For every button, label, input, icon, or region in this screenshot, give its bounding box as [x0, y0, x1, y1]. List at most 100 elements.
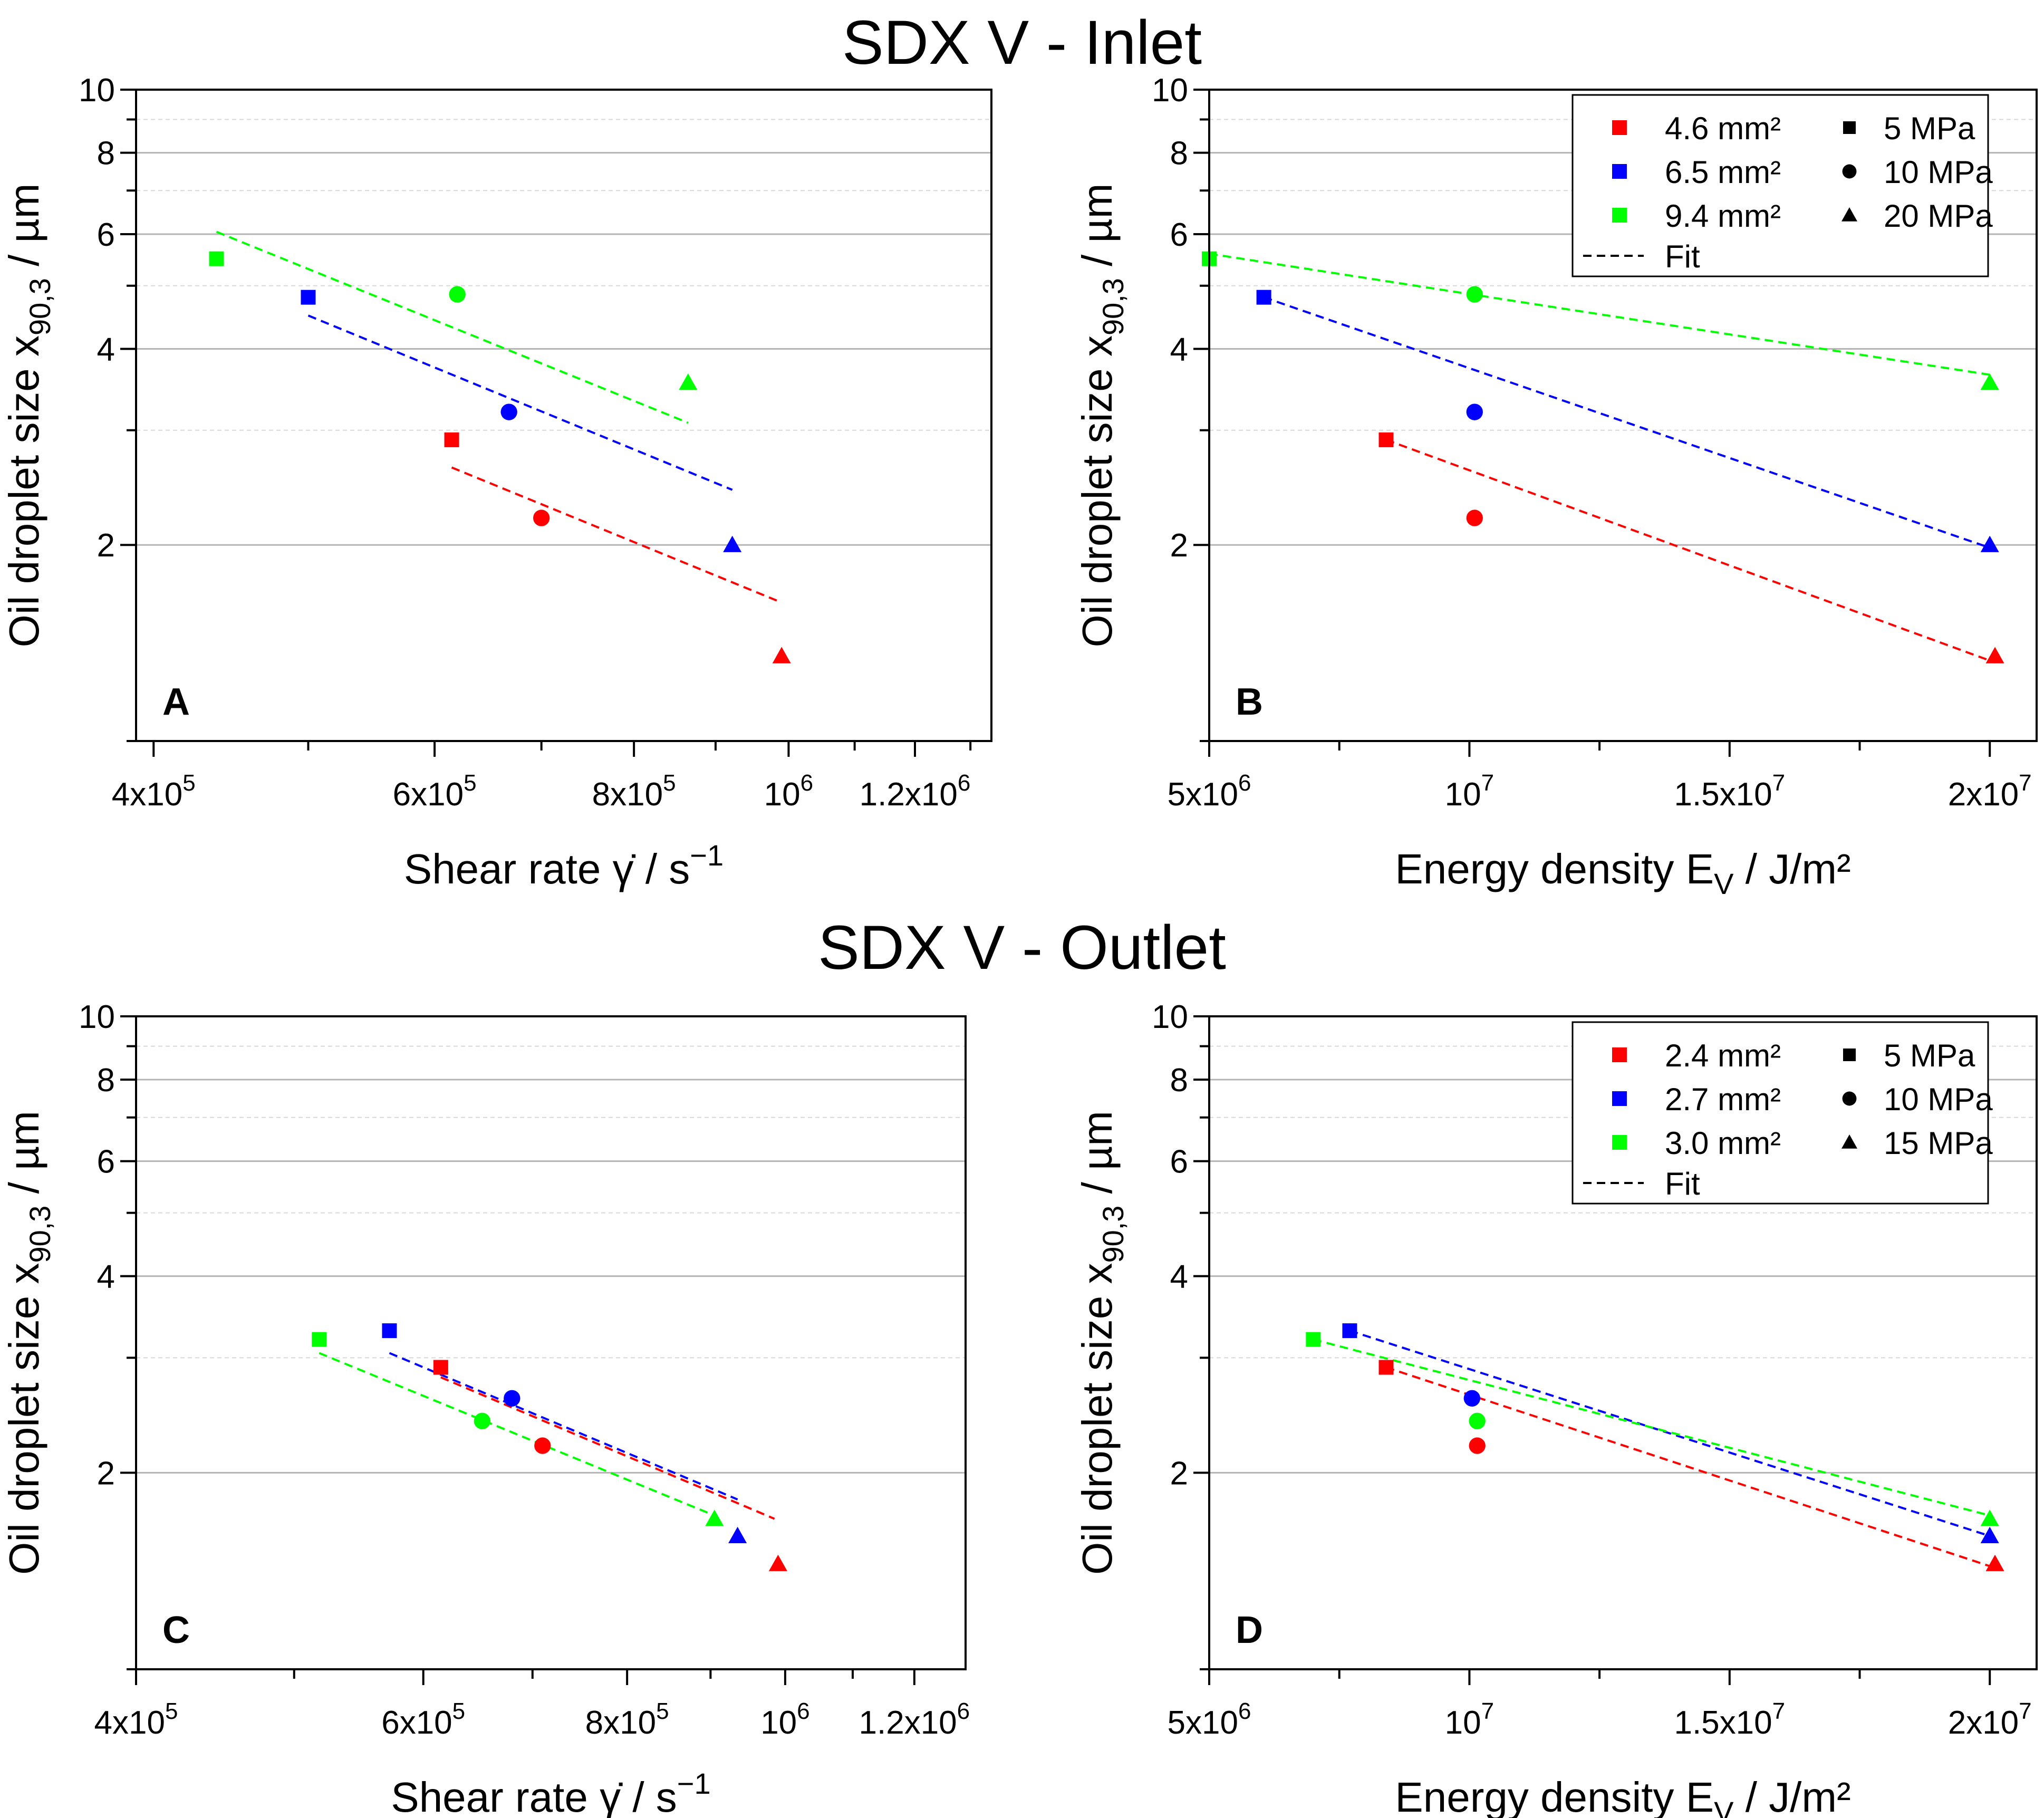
legend-swatch-red: [1612, 1047, 1627, 1062]
legend: 4.6 mm² 6.5 mm² 9.4 mm² 5 MPa 10 MPa 20 MPa Fi…: [1571, 94, 1993, 277]
plot-frame: [135, 1015, 967, 1670]
data-point-red-triangle: [768, 1554, 787, 1571]
legend-marker-triangle: [1841, 207, 1857, 222]
x-tick-label: 1.2x106: [860, 770, 971, 813]
data-point-blue-triangle: [728, 1526, 747, 1543]
legend-swatch-blue: [1612, 1091, 1627, 1106]
y-tick-label: 8: [97, 1062, 115, 1099]
y-tick-label: 2: [97, 527, 115, 564]
x-axis-label: Energy density EV / J/m²: [1395, 845, 1850, 900]
plot-frame: [1208, 89, 2038, 742]
x-tick-label: 1.2x106: [859, 1698, 970, 1741]
legend-swatch-green: [1612, 1135, 1627, 1150]
x-tick-label: 2x107: [1948, 770, 2032, 813]
y-tick-label: 10: [79, 999, 115, 1035]
data-point-blue-triangle: [1980, 535, 1999, 552]
legend-fit-label: Fit: [1665, 1166, 1700, 1201]
legend-area-label: 2.7 mm²: [1665, 1082, 1781, 1117]
data-point-red-triangle: [1985, 1554, 2004, 1571]
x-tick-label: 107: [1445, 770, 1494, 813]
y-tick-label: 8: [97, 136, 115, 172]
legend-fit-label: Fit: [1665, 239, 1700, 274]
data-point-red-circle: [533, 509, 550, 526]
y-tick-label: 2: [97, 1455, 115, 1492]
y-tick-label: 6: [97, 1144, 115, 1180]
data-point-red-square: [433, 1360, 448, 1375]
x-tick-label: 8x105: [585, 1698, 669, 1741]
x-axis-label: Energy density EV / J/m²: [1395, 1774, 1850, 1818]
x-tick-label: 2x107: [1948, 1698, 2032, 1741]
fit-line-red: [440, 1376, 775, 1520]
legend-swatch-red: [1612, 120, 1627, 135]
x-tick-label: 6x105: [381, 1698, 465, 1741]
legend-box: [1571, 94, 1989, 277]
legend: 2.4 mm² 2.7 mm² 3.0 mm² 5 MPa 10 MPa 15 MPa Fi…: [1571, 1021, 1993, 1205]
y-tick-label: 10: [1152, 999, 1188, 1035]
chart-b: 2 4 6 8 10 5x106 107 1.5x107 2x107 B Energy densit…: [1074, 72, 2038, 900]
data-point-green-circle: [1469, 1412, 1486, 1429]
y-axis-label: Oil droplet size x90,3 / µm: [1, 184, 56, 648]
legend-pressure-label: 10 MPa: [1884, 155, 1993, 190]
inlet-section-title: SDX V - Inlet: [842, 8, 1202, 78]
y-tick-label: 4: [97, 331, 115, 368]
data-point-green-triangle: [1980, 373, 1999, 390]
data-point-red-square: [444, 432, 459, 447]
data-point-green-circle: [449, 286, 466, 303]
fit-line-blue: [1349, 1330, 1990, 1537]
chart-c: 2 4 6 8 10 4x105 6x105 8x105 106 1.2x106 C Shear ra…: [1, 999, 970, 1818]
panel-label: C: [162, 1609, 190, 1651]
legend-area-label: 2.4 mm²: [1665, 1038, 1781, 1073]
data-point-blue-circle: [500, 403, 517, 420]
data-point-red-square: [1378, 1360, 1394, 1375]
y-tick-label: 4: [1170, 331, 1188, 368]
gridlines: [136, 119, 991, 546]
legend-area-label: 3.0 mm²: [1665, 1126, 1781, 1161]
data-point-blue-square: [1342, 1323, 1357, 1339]
data-point-blue-triangle: [1980, 1526, 1999, 1543]
x-tick-label: 5x106: [1168, 1698, 1251, 1741]
y-tick-label: 2: [1170, 1455, 1188, 1492]
data-point-green-triangle: [705, 1509, 724, 1526]
legend-pressure-label: 10 MPa: [1884, 1082, 1993, 1117]
data-point-green-square: [209, 251, 224, 266]
fit-line-blue: [307, 314, 733, 491]
y-tick-label: 4: [1170, 1259, 1188, 1295]
legend-pressure-label: 5 MPa: [1884, 1038, 1975, 1073]
legend-marker-square: [1843, 1049, 1856, 1061]
fit-line-blue: [1263, 296, 1990, 549]
data-point-red-circle: [1466, 509, 1483, 526]
data-point-green-triangle: [679, 373, 698, 390]
chart-d: 2 4 6 8 10 5x106 107 1.5x107 2x107 D Energy densit…: [1074, 999, 2038, 1818]
fit-line-green: [1313, 1338, 1990, 1517]
x-tick-label: 106: [760, 1698, 809, 1741]
fit-line-red: [1385, 439, 1995, 663]
legend-marker-circle: [1842, 1091, 1857, 1106]
y-tick-label: 6: [97, 217, 115, 253]
data-point-blue-square: [301, 290, 316, 305]
y-tick-label: 2: [1170, 527, 1188, 564]
y-tick-label: 10: [1152, 72, 1188, 109]
x-tick-label: 8x105: [592, 770, 676, 813]
legend-area-label: 9.4 mm²: [1665, 198, 1781, 234]
y-tick-label: 6: [1170, 1144, 1188, 1180]
fit-line-red: [451, 466, 779, 602]
plot-frame: [1208, 1015, 2038, 1670]
data-point-red-circle: [1469, 1437, 1486, 1454]
data-point-red-square: [1378, 432, 1394, 447]
x-tick-label: 6x105: [393, 770, 477, 813]
y-axis-label: Oil droplet size x90,3 / µm: [1074, 184, 1130, 648]
legend-area-label: 6.5 mm²: [1665, 155, 1781, 190]
x-axis-label: Shear rate γ̇ / s−1: [391, 1767, 710, 1818]
data-point-blue-circle: [1466, 403, 1483, 420]
x-tick-label: 106: [764, 770, 813, 813]
outlet-section-title: SDX V - Outlet: [818, 913, 1226, 983]
fit-line-blue: [389, 1352, 738, 1500]
fit-line-green: [319, 1352, 715, 1517]
data-point-red-triangle: [772, 647, 791, 663]
y-tick-label: 6: [1170, 217, 1188, 253]
data-point-green-square: [1306, 1332, 1321, 1347]
x-tick-label: 4x105: [112, 770, 196, 813]
data-point-blue-square: [382, 1323, 397, 1339]
